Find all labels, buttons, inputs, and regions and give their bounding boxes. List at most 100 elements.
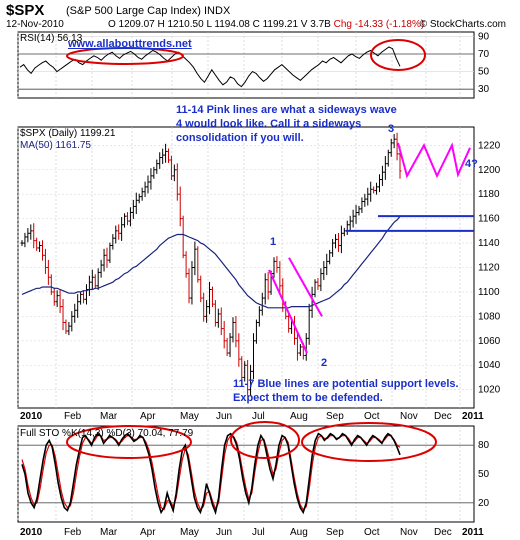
watermark-url: www.allabouttrends.net	[68, 38, 192, 50]
price-bar	[123, 213, 127, 228]
price-bar	[164, 143, 168, 163]
price-bar	[64, 319, 68, 334]
price-bar	[228, 333, 232, 358]
wave-4-label: 4?	[465, 158, 478, 170]
price-bar	[117, 224, 121, 240]
price-bar	[243, 361, 247, 382]
price-bar	[146, 175, 150, 194]
wave-2-label: 2	[321, 357, 328, 369]
x-tick-label-bottom: Oct	[364, 527, 380, 538]
price-bar	[134, 192, 138, 215]
price-bar	[319, 268, 323, 292]
price-bar	[169, 155, 173, 180]
price-bar	[251, 333, 255, 379]
price-bar	[205, 300, 209, 323]
sto-tick-label: 50	[478, 469, 490, 480]
price-bar	[287, 312, 291, 333]
price-bar	[325, 253, 329, 276]
price-bar	[26, 228, 30, 243]
pink-channel-upper	[288, 257, 323, 317]
price-bar	[99, 259, 103, 278]
price-bar	[392, 133, 396, 149]
price-bar	[310, 286, 314, 318]
price-bar	[383, 156, 387, 180]
price-bar	[366, 187, 370, 206]
price-bar	[336, 232, 340, 252]
price-bar	[49, 274, 53, 295]
price-bar	[58, 289, 62, 314]
price-bar	[67, 322, 71, 336]
price-bar	[46, 259, 50, 285]
price-tick-label: 1040	[478, 360, 501, 371]
price-bar	[313, 279, 317, 298]
price-bar	[202, 292, 206, 322]
rsi-series-line	[19, 46, 401, 88]
quote-close: C 1199.21	[252, 19, 298, 30]
sto-ellipse-octnov	[301, 422, 437, 462]
price-bar	[167, 148, 171, 163]
price-bar	[322, 261, 326, 281]
price-bar	[304, 333, 308, 361]
price-bar	[237, 333, 241, 367]
price-bar	[395, 132, 399, 161]
price-bar	[76, 294, 80, 318]
rsi-ellipse-november	[370, 39, 426, 71]
price-bar	[342, 227, 346, 237]
pink-lines-note: 11-14 Pink lines are what a sideways wav…	[176, 104, 397, 144]
price-bar	[234, 316, 238, 348]
price-bar	[102, 248, 106, 272]
x-tick-label-bottom: Nov	[400, 527, 418, 538]
price-bar	[278, 261, 282, 293]
price-bar	[254, 319, 258, 344]
rsi-tick-label: 70	[478, 49, 490, 60]
price-tick-label: 1180	[478, 189, 500, 200]
price-bar	[23, 232, 27, 248]
price-bar	[369, 181, 373, 202]
ma-legend: MA(50) 1161.75	[20, 140, 91, 151]
quote-volume: V 3.7B	[300, 19, 331, 30]
price-bar	[222, 320, 226, 349]
x-tick-label: Feb	[64, 411, 82, 422]
x-tick-label: Apr	[140, 411, 156, 422]
wave-3-label: 3	[388, 123, 395, 135]
price-bar	[187, 268, 191, 304]
price-bar	[120, 217, 124, 241]
price-bar	[175, 163, 179, 201]
rsi-tick-label: 50	[478, 67, 490, 78]
price-bar	[181, 215, 185, 259]
price-bar	[263, 273, 267, 305]
price-bar	[178, 186, 182, 227]
quote-open: O 1209.07	[108, 19, 155, 30]
price-bar	[249, 364, 253, 397]
price-bar	[377, 174, 381, 193]
price-bar	[161, 148, 165, 164]
pink-zigzag-wave4	[397, 142, 471, 179]
x-tick-label: Oct	[364, 411, 380, 422]
price-bar	[137, 193, 141, 204]
price-bar	[32, 223, 36, 249]
price-bar	[155, 159, 159, 174]
rsi-tick-label: 30	[478, 84, 490, 95]
index-name: (S&P 500 Large Cap Index) INDX	[66, 5, 231, 17]
wave-1-label: 1	[270, 236, 277, 248]
x-tick-label-bottom: May	[180, 527, 199, 538]
price-tick-label: 1080	[478, 311, 501, 322]
price-bar	[35, 237, 39, 251]
price-bar	[143, 181, 147, 198]
price-bar	[38, 241, 42, 253]
price-bar	[84, 284, 88, 305]
quote-change: Chg -14.33 (-1.18%)	[333, 19, 425, 30]
x-tick-label-bottom: Jun	[216, 527, 232, 538]
x-tick-label: 2011	[462, 411, 484, 422]
price-bar	[363, 193, 367, 207]
price-bar	[61, 298, 65, 331]
price-tick-label: 1020	[478, 385, 501, 396]
sto-tick-label: 80	[478, 440, 490, 451]
quote-line: O 1209.07 H 1210.50 L 1194.08 C 1199.21 …	[108, 19, 424, 30]
price-bar	[73, 303, 77, 323]
price-bar	[295, 330, 299, 361]
stockcharts-credit: © StockCharts.com	[419, 19, 506, 30]
price-bar	[213, 300, 217, 327]
price-bar	[246, 359, 250, 395]
